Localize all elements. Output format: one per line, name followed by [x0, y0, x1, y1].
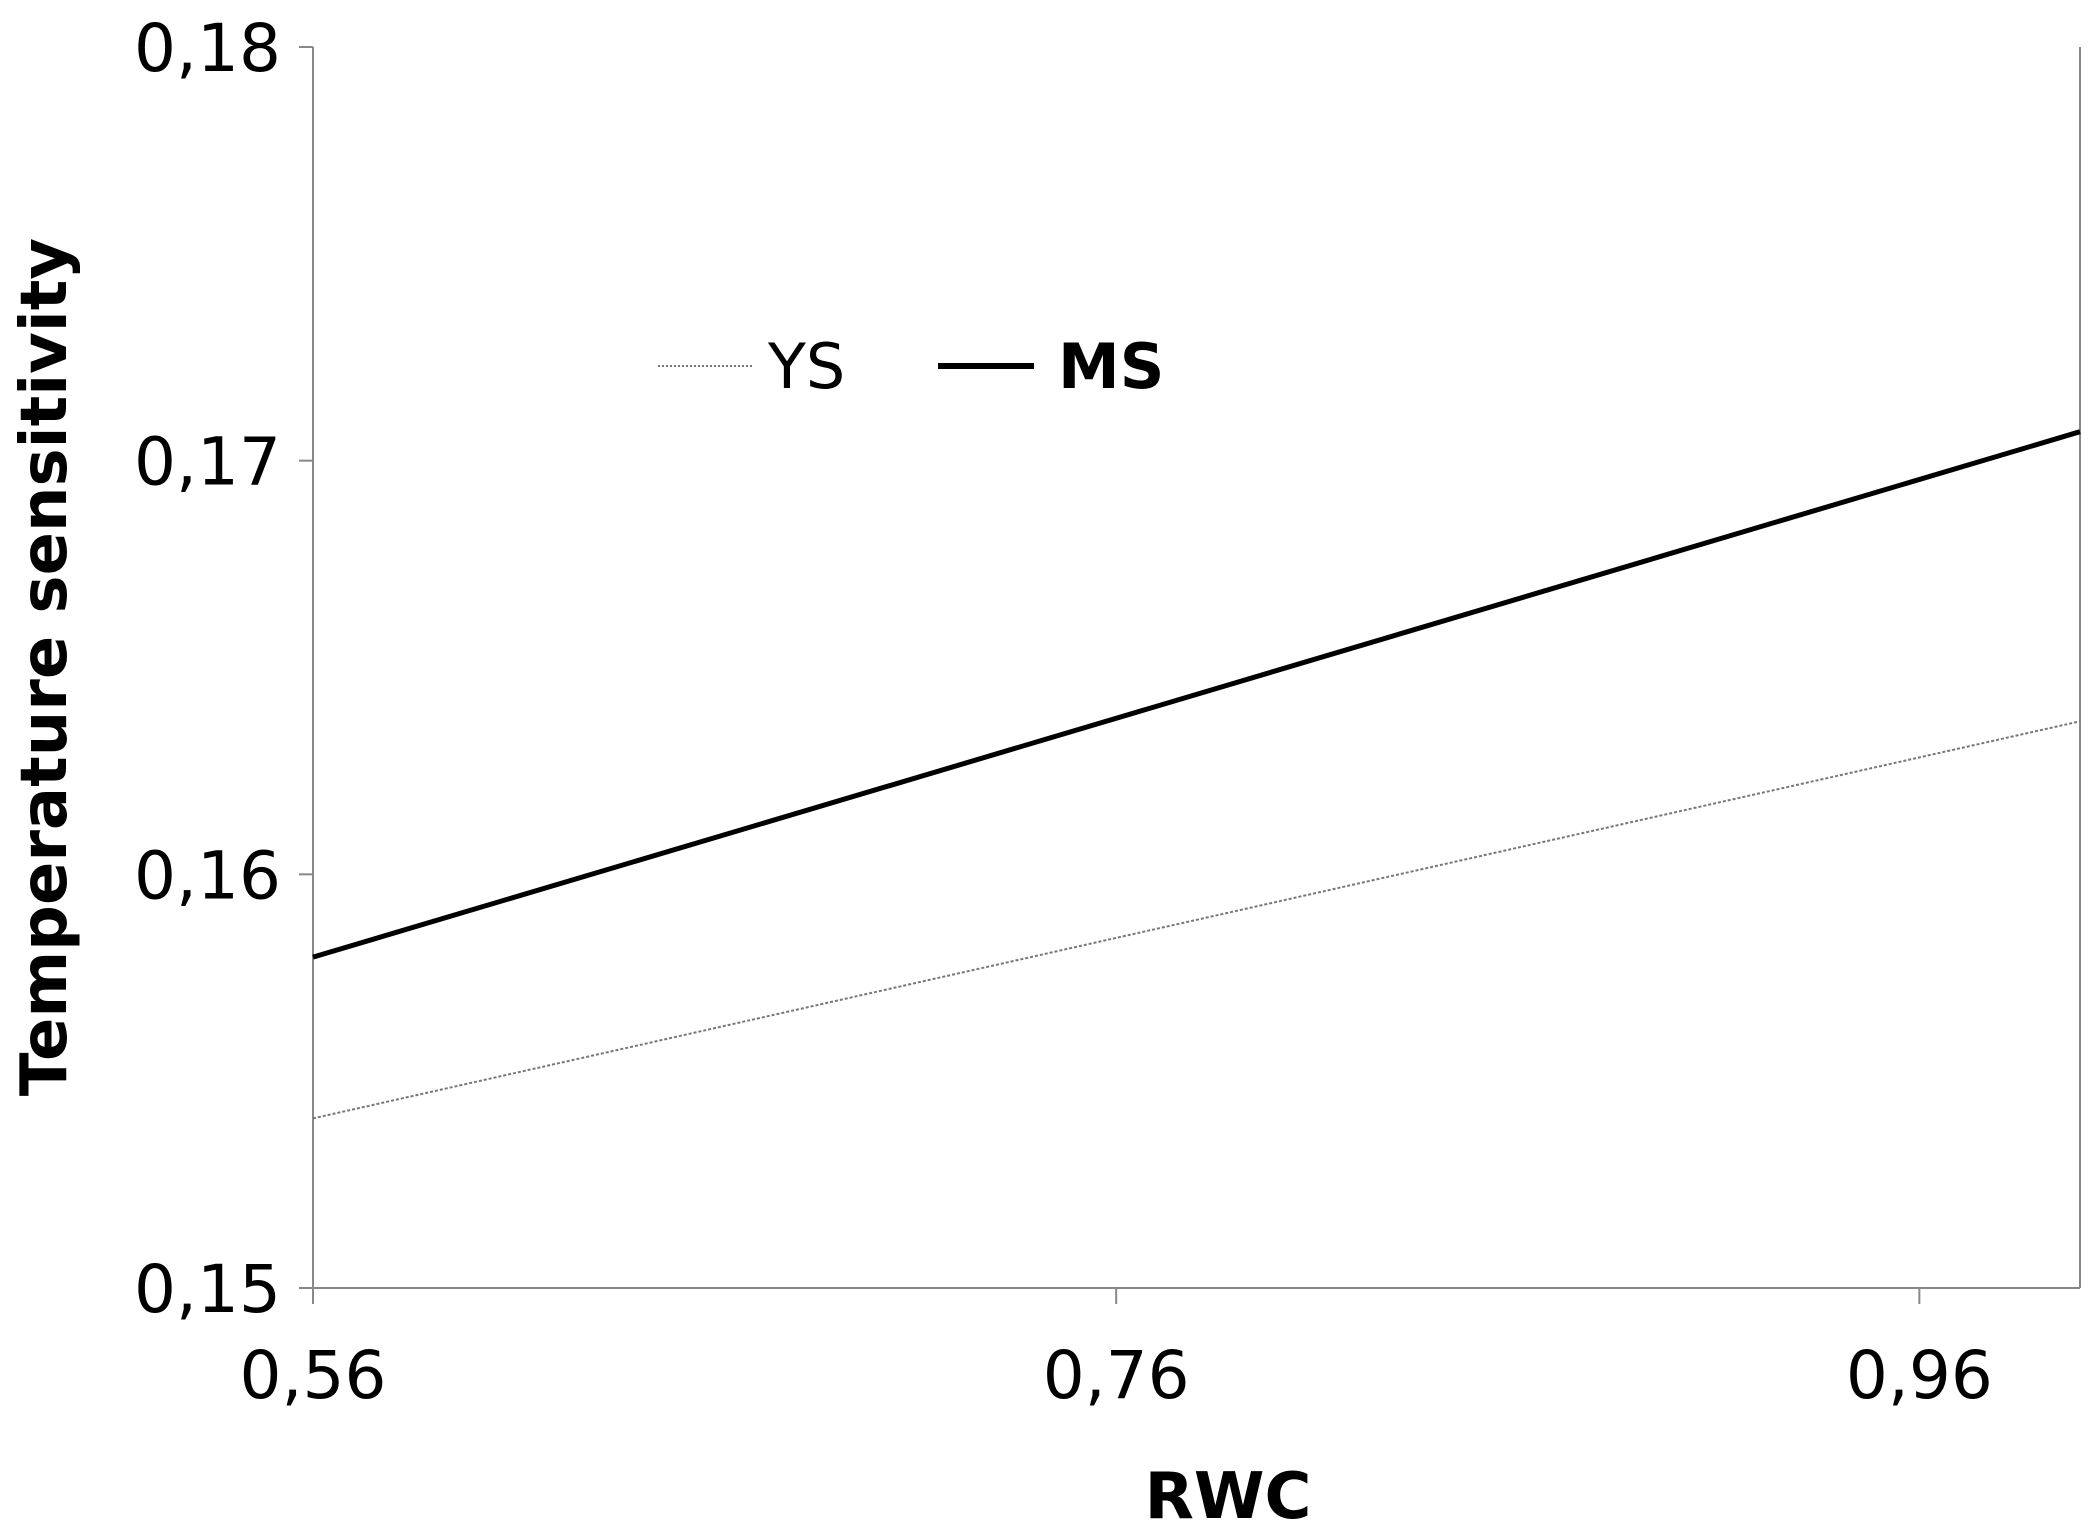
x-axis-title: RWC — [1145, 1460, 1312, 1531]
legend-label-ys: YS — [767, 330, 845, 403]
series-line-ys — [312, 720, 2081, 1120]
x-tick-label: 0,96 — [1846, 1337, 1993, 1414]
y-tick-label: 0,17 — [134, 424, 281, 501]
y-tick-label: 0,16 — [134, 837, 281, 914]
series-line-ms — [312, 429, 2081, 960]
y-tick-label: 0,18 — [134, 10, 281, 87]
legend: YS MS — [658, 330, 1164, 403]
series-lines — [312, 429, 2081, 1120]
x-tick-label: 0,56 — [240, 1337, 387, 1414]
y-axis-title: Temperature sensitivity — [8, 238, 82, 1096]
legend-label-ms: MS — [1058, 330, 1164, 403]
axes: 0,15 0,16 0,17 0,18 0,56 0,76 0,96 — [134, 10, 2081, 1414]
y-tick-label: 0,15 — [134, 1251, 281, 1328]
x-tick-label: 0,76 — [1043, 1337, 1190, 1414]
